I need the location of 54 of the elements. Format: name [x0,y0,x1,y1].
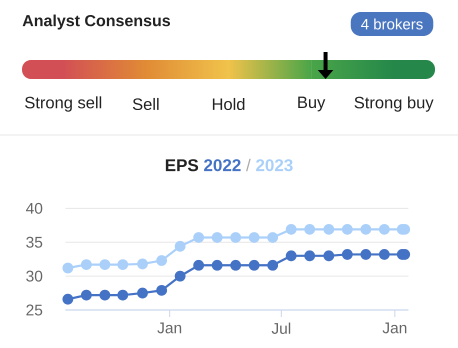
point [193,232,204,243]
text: 2023 [256,159,293,172]
point [267,232,278,243]
point [212,260,223,271]
point [174,240,186,252]
point [248,260,260,271]
point [323,250,334,262]
point [117,290,128,301]
point [62,262,74,274]
category-label: Buy [298,96,326,112]
category-label: Sell [132,98,159,110]
point [99,290,110,301]
point [62,294,74,305]
point [360,224,372,235]
y-tick-label: 40 [26,202,42,214]
point [193,260,204,271]
text: Analyst Consensus [22,14,170,30]
point [80,259,92,270]
y-tick-label: 30 [26,270,42,282]
chart-title: EPS [166,159,198,172]
point [378,224,390,235]
point [156,255,168,266]
y-tick-label: 25 [26,304,42,316]
point [212,232,223,243]
y-tick-label: 35 [26,236,42,248]
category-label: Strong buy [354,96,434,112]
point [117,259,128,270]
point [342,224,353,235]
text: 2022 [204,159,241,172]
point [137,288,148,298]
text: 4 brokers [361,18,423,30]
point [286,224,297,235]
point [230,232,242,243]
text: / [246,158,251,172]
point [267,260,278,271]
point [304,224,316,235]
point [174,270,186,282]
point [360,249,372,260]
point [156,284,168,296]
point [137,258,148,270]
category-label: Hold [212,98,244,110]
point [304,250,316,262]
point [323,224,334,235]
point [286,250,297,262]
point [99,259,110,270]
point [248,232,260,243]
category-label: Strong sell [25,96,102,112]
point [230,260,242,271]
x-tick-label: Jul [272,322,290,334]
x-tick-label: Jan [157,322,182,334]
point [378,249,390,260]
point [80,290,92,301]
point [342,249,353,260]
x-tick-label: Jan [382,322,406,334]
